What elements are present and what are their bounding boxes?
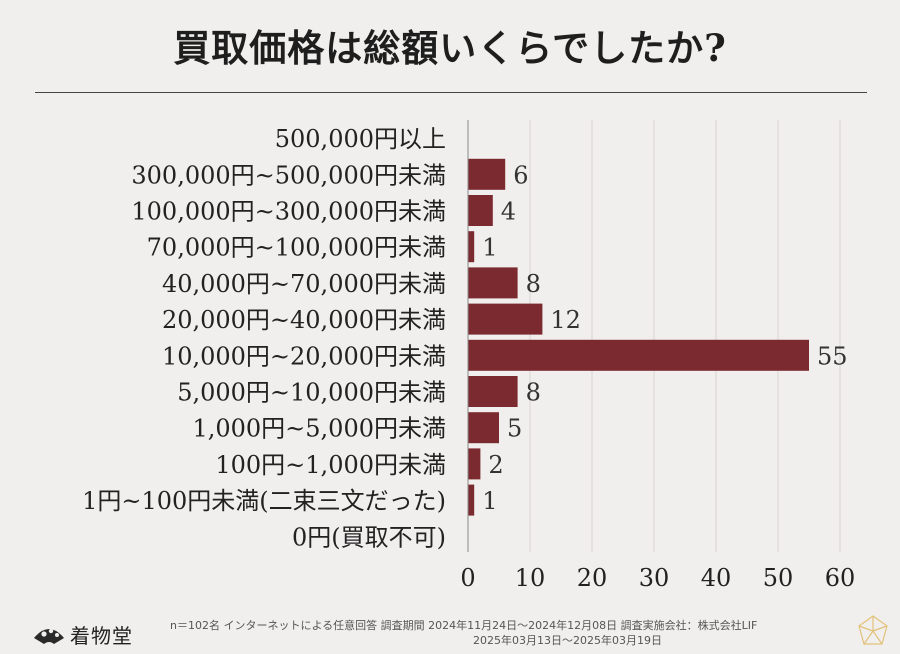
brand-name: 着物堂 xyxy=(70,624,133,648)
chart-title: 買取価格は総額いくらでしたか? xyxy=(173,26,727,70)
category-label: 5,000円~10,000円未満 xyxy=(177,379,446,407)
category-label: 10,000円~20,000円未満 xyxy=(162,342,446,370)
category-label: 40,000円~70,000円未満 xyxy=(162,270,446,298)
brand-logo: 着物堂 xyxy=(32,620,133,649)
category-label: 1,000円~5,000円未満 xyxy=(192,415,446,443)
bar xyxy=(468,195,493,226)
bar xyxy=(468,376,518,407)
x-tick-label: 30 xyxy=(639,564,670,592)
data-label: 8 xyxy=(526,270,541,298)
x-tick-label: 40 xyxy=(701,564,732,592)
bar xyxy=(468,158,506,190)
survey-footnote: n＝102名 インターネットによる任意回答 調査期間 2024年11月24日～2… xyxy=(170,618,757,648)
data-label: 1 xyxy=(482,234,497,262)
data-label: 4 xyxy=(501,198,516,226)
x-tick-label: 10 xyxy=(515,564,546,592)
category-label: 300,000円~500,000円未満 xyxy=(131,161,446,189)
bar xyxy=(468,339,809,371)
fan-logo-icon xyxy=(34,628,64,644)
bar xyxy=(468,303,543,335)
data-label: 8 xyxy=(526,379,541,407)
data-label: 1 xyxy=(482,487,497,515)
x-tick-label: 60 xyxy=(825,564,856,592)
category-label: 1円~100円未満(二束三文だった) xyxy=(82,487,446,515)
category-label: 100,000円~300,000円未満 xyxy=(131,198,446,226)
x-tick-label: 0 xyxy=(460,564,475,592)
category-label: 20,000円~40,000円未満 xyxy=(162,306,446,334)
data-label: 5 xyxy=(507,415,522,443)
bar xyxy=(468,484,475,516)
corner-flower-decoration-icon xyxy=(858,615,888,645)
data-label: 12 xyxy=(550,306,581,334)
bar xyxy=(468,412,499,444)
category-label: 100円~1,000円未満 xyxy=(215,451,446,479)
bar xyxy=(468,231,475,263)
data-label: 2 xyxy=(488,451,503,479)
title-divider xyxy=(35,92,867,93)
bar xyxy=(468,267,518,299)
category-label: 500,000円以上 xyxy=(275,125,446,153)
x-tick-label: 20 xyxy=(577,564,608,592)
footnote-line-2: 2025年03月13日～2025年03月19日 xyxy=(473,634,662,647)
data-label: 55 xyxy=(817,342,848,370)
bar xyxy=(468,448,481,480)
category-label: 0円(買取不可) xyxy=(292,523,446,551)
category-label: 70,000円~100,000円未満 xyxy=(147,234,446,262)
footnote-line-1: n＝102名 インターネットによる任意回答 調査期間 2024年11月24日～2… xyxy=(170,619,758,632)
x-tick-label: 50 xyxy=(763,564,794,592)
data-label: 6 xyxy=(513,161,528,189)
